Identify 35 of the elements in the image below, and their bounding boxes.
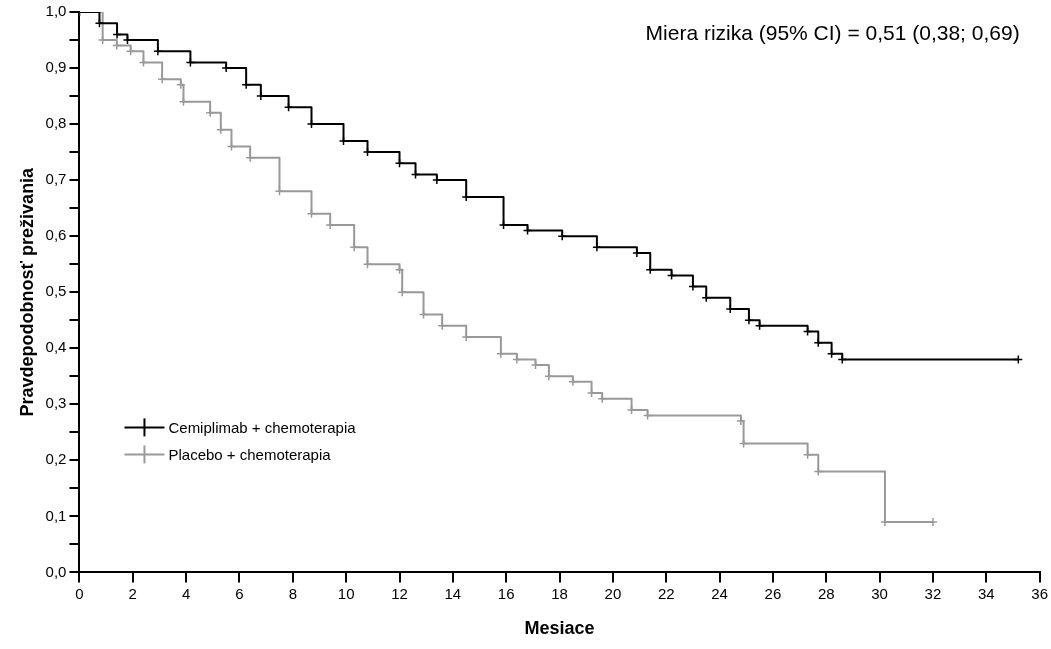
x-tick-label: 10	[337, 584, 355, 602]
legend-label: Cemiplimab + chemoterapia	[168, 418, 357, 436]
y-tick-label: 0,6	[45, 226, 67, 244]
x-tick-label: 20	[604, 584, 622, 602]
y-tick-label: 0,9	[45, 58, 67, 76]
y-tick-label: 0,0	[45, 562, 67, 580]
x-tick-label: 36	[1031, 584, 1048, 602]
x-tick-label: 30	[871, 584, 888, 602]
x-tick-label: 28	[817, 584, 835, 602]
legend-label: Placebo + chemoterapia	[168, 445, 332, 463]
x-tick-label: 24	[711, 584, 728, 602]
x-tick-label: 22	[657, 584, 675, 602]
x-tick-label: 4	[181, 584, 191, 602]
y-tick-label: 0,5	[45, 282, 67, 300]
y-axis-title: Pravdepodobnosť preživania	[16, 166, 37, 417]
annotation: Miera rizika (95% CI) = 0,51 (0,38; 0,69)	[645, 20, 1020, 44]
y-tick-label: 0,7	[45, 170, 67, 188]
x-tick-label: 14	[444, 584, 462, 602]
y-tick-label: 0,3	[45, 394, 67, 412]
x-tick-label: 34	[977, 584, 995, 602]
x-tick-label: 0	[75, 584, 84, 602]
y-tick-label: 0,8	[45, 114, 67, 132]
x-tick-label: 6	[235, 584, 244, 602]
y-tick-label: 0,4	[45, 338, 67, 356]
y-tick-label: 0,1	[45, 506, 67, 524]
x-tick-label: 26	[764, 584, 782, 602]
x-tick-label: 32	[924, 584, 942, 602]
y-tick-label: 0,2	[45, 450, 67, 468]
x-axis-title: Mesiace	[524, 618, 595, 639]
x-tick-label: 8	[288, 584, 297, 602]
y-tick-label: 1,0	[45, 2, 67, 20]
x-tick-label: 2	[128, 584, 137, 602]
x-tick-label: 18	[551, 584, 568, 602]
x-tick-label: 16	[497, 584, 515, 602]
x-tick-label: 12	[391, 584, 408, 602]
